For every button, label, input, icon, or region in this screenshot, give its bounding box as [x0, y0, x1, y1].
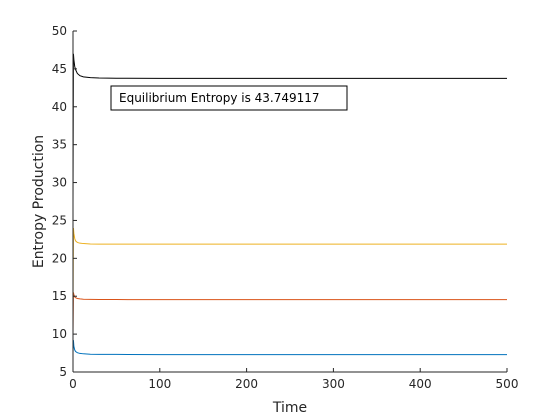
annotation-frame: [110, 85, 348, 111]
y-tick-label-45: 45: [52, 62, 67, 76]
x-tick-label-500: 500: [496, 377, 519, 391]
series-line-4: [72, 53, 507, 206]
y-tick-label-50: 50: [52, 24, 67, 38]
axes-layer: 0 100 200 300 400 500 5 10 15 20 25 30 35 40 45 50: [52, 24, 519, 391]
x-tick-label-0: 0: [69, 377, 77, 391]
y-tick-label-15: 15: [52, 289, 67, 303]
plot-area: [73, 31, 507, 372]
annotation-box: Equilibrium Entropy is 43.749117: [110, 85, 348, 111]
x-tick-label-400: 400: [409, 377, 432, 391]
y-tick-label-20: 20: [52, 251, 67, 265]
series-line-3: [72, 227, 507, 304]
x-tick-label-200: 200: [235, 377, 258, 391]
x-tick-label-100: 100: [148, 377, 171, 391]
annotation-text: Equilibrium Entropy is 43.749117: [119, 91, 320, 105]
y-tick-label-35: 35: [52, 138, 67, 152]
x-tick-label-300: 300: [322, 377, 345, 391]
x-axis-label: Time: [272, 400, 307, 416]
y-tick-label-10: 10: [52, 327, 67, 341]
y-tick-label-40: 40: [52, 100, 67, 114]
plot-background: [73, 31, 507, 372]
series-line-1: [72, 340, 507, 356]
y-tick-label-5: 5: [59, 365, 67, 379]
y-axis-label: Entropy Production: [31, 135, 47, 268]
y-tick-label-25: 25: [52, 213, 67, 227]
y-tick-label-30: 30: [52, 176, 67, 190]
